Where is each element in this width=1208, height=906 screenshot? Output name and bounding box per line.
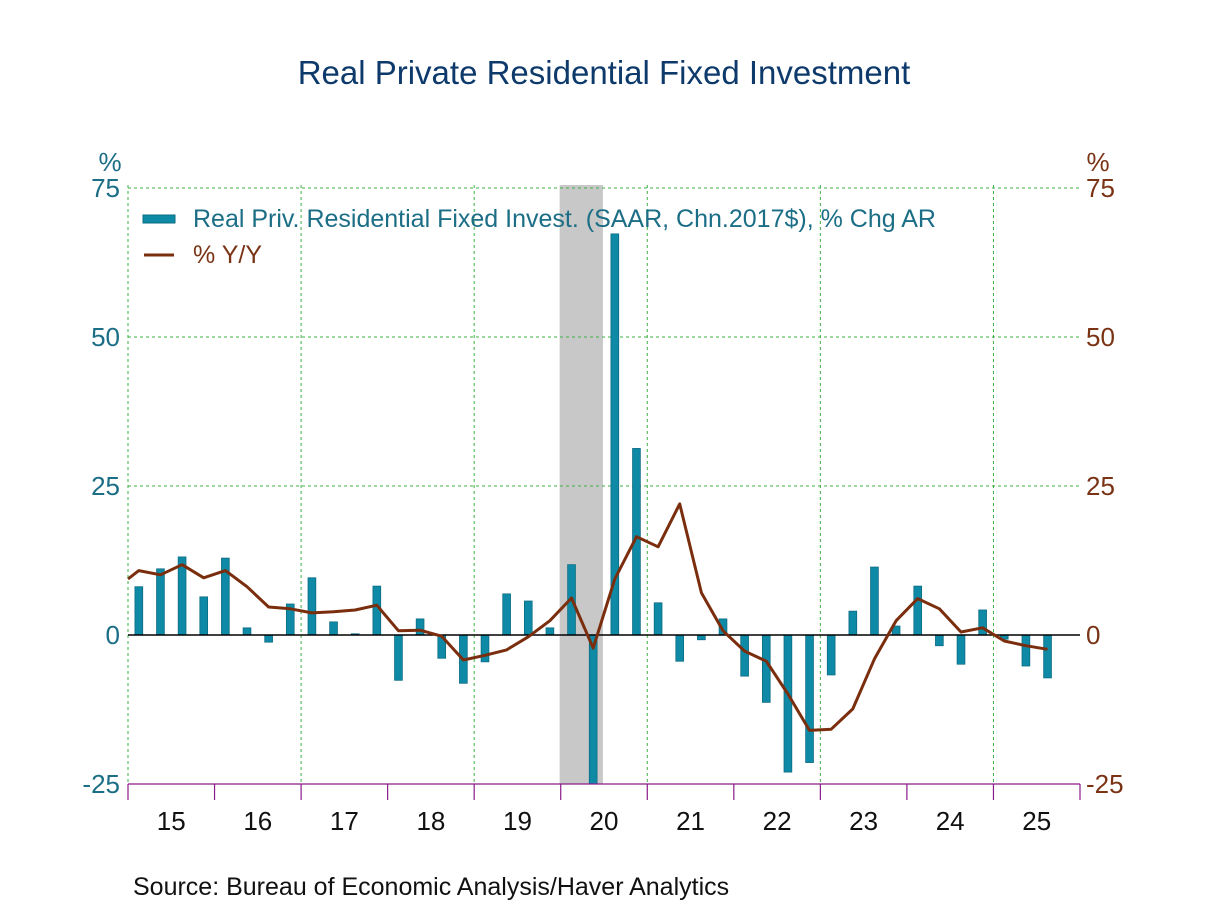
x-tick-label: 25: [1022, 806, 1051, 836]
bar-2024Q4: [978, 609, 987, 636]
grid-layer: [127, 185, 1080, 784]
right-tick-label: 50: [1086, 322, 1115, 352]
x-tick-label: 15: [157, 806, 186, 836]
line-layer: [127, 502, 1048, 732]
bar-2021Q1: [653, 602, 663, 636]
bar-2023Q3: [870, 566, 879, 636]
left-axis-unit: %: [98, 147, 121, 177]
x-tick-label: 21: [676, 806, 705, 836]
left-tick-label: 0: [106, 620, 120, 650]
x-tick-label: 19: [503, 806, 532, 836]
axes-layer: [127, 634, 1081, 800]
line-yoy: [127, 502, 1048, 732]
bar-2018Q2: [415, 618, 425, 636]
bar-2016Q2: [242, 627, 252, 636]
bar-2015Q1: [134, 586, 144, 636]
right-axis-ticks: -25 0 25 50 75: [1086, 173, 1124, 799]
bar-2025Q3: [1043, 634, 1052, 679]
bar-2024Q1: [913, 585, 923, 636]
bar-2021Q2: [675, 634, 685, 662]
legend-bar-label: Real Priv. Residential Fixed Invest. (SA…: [193, 205, 936, 233]
left-tick-label: 25: [91, 471, 120, 501]
x-tick-label: 24: [936, 806, 965, 836]
bar-2022Q2: [761, 634, 771, 703]
bar-2022Q1: [740, 634, 749, 677]
legend-line-label: % Y/Y: [193, 241, 262, 269]
x-tick-label: 20: [590, 806, 619, 836]
source-note: Source: Bureau of Economic Analysis/Have…: [133, 873, 729, 901]
bar-2017Q2: [329, 621, 338, 636]
x-axis-labels: 15 16 17 18 19 20 21 22 23 24 25: [157, 806, 1051, 836]
legend: Real Priv. Residential Fixed Invest. (SA…: [142, 205, 936, 269]
x-tick-label: 23: [849, 806, 878, 836]
left-tick-label: 75: [91, 173, 120, 203]
x-tick-label: 22: [763, 806, 792, 836]
bar-2020Q2: [588, 634, 598, 785]
x-tick-label: 17: [330, 806, 359, 836]
bar-2022Q4: [805, 634, 814, 763]
left-tick-label: -25: [82, 769, 120, 799]
legend-bar-swatch: [142, 214, 176, 224]
right-tick-label: -25: [1086, 769, 1124, 799]
bar-2019Q1: [480, 634, 490, 663]
bar-2024Q3: [956, 634, 966, 665]
bar-2015Q3: [177, 556, 187, 636]
bar-2018Q1: [394, 634, 403, 681]
bar-2017Q1: [307, 577, 317, 636]
bar-2025Q2: [1021, 634, 1031, 667]
bar-2023Q1: [826, 634, 836, 676]
bar-2022Q3: [783, 634, 793, 773]
bar-2019Q3: [523, 600, 533, 636]
chart-title: Real Private Residential Fixed Investmen…: [298, 54, 911, 91]
x-tick-label: 16: [243, 806, 272, 836]
bar-2015Q2: [156, 568, 165, 636]
bar-2024Q2: [935, 634, 944, 647]
right-tick-label: 0: [1086, 620, 1100, 650]
left-axis-ticks: -25 0 25 50 75: [82, 173, 120, 799]
right-tick-label: 25: [1086, 471, 1115, 501]
bar-2016Q3: [264, 634, 273, 643]
bar-2019Q2: [502, 593, 511, 636]
x-tick-label: 18: [416, 806, 445, 836]
right-tick-label: 75: [1086, 173, 1115, 203]
bar-2015Q4: [199, 596, 209, 636]
left-tick-label: 50: [91, 322, 120, 352]
bar-2023Q2: [848, 610, 858, 636]
right-axis-unit: %: [1086, 147, 1109, 177]
bar-2019Q4: [545, 627, 555, 636]
